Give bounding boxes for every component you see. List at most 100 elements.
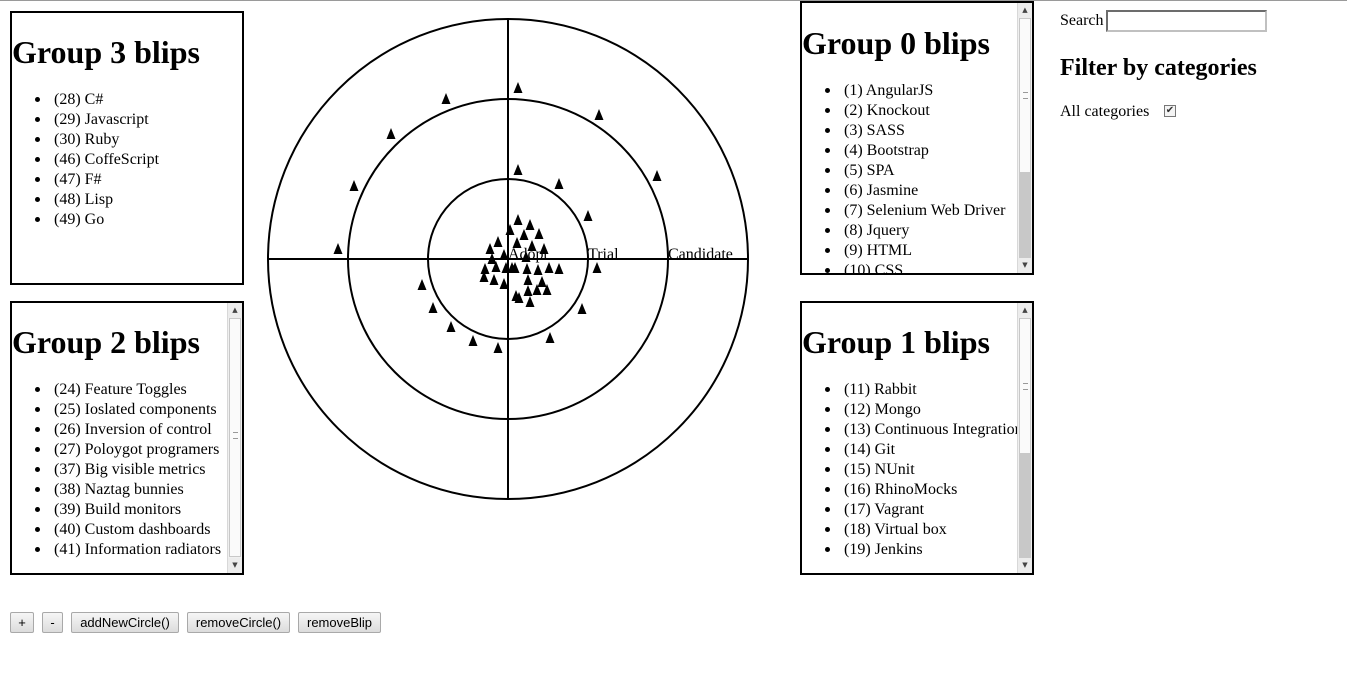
all-categories-checkbox[interactable]: ✔: [1164, 105, 1176, 117]
blip-triangle[interactable]: [542, 284, 552, 295]
blip-triangle[interactable]: [523, 285, 533, 296]
add-new-circle-button[interactable]: addNewCircle(): [71, 612, 179, 633]
group-0-blip: (5) SPA: [825, 161, 1032, 181]
blip-triangle[interactable]: [446, 321, 456, 332]
blip-triangle[interactable]: [441, 93, 451, 104]
blip-triangle[interactable]: [513, 214, 523, 225]
scroll-track[interactable]: [1019, 454, 1031, 558]
scroll-up-arrow-icon[interactable]: ▲: [228, 303, 242, 318]
blip-triangle[interactable]: [489, 274, 499, 285]
blip-triangle[interactable]: [349, 180, 359, 191]
blip-triangle[interactable]: [537, 276, 547, 287]
blip-triangle[interactable]: [539, 243, 549, 254]
blip-triangle[interactable]: [532, 284, 542, 295]
blip-triangle[interactable]: [533, 264, 543, 275]
blip-triangle[interactable]: [525, 219, 535, 230]
blip-triangle[interactable]: [487, 253, 497, 264]
blip-triangle[interactable]: [525, 296, 535, 307]
blip-triangle[interactable]: [386, 128, 396, 139]
group-1-blip: (13) Continuous Integration: [825, 420, 1032, 440]
scroll-up-arrow-icon[interactable]: ▲: [1018, 3, 1032, 18]
group-2-blip: (40) Custom dashboards: [35, 520, 242, 540]
group-3-blip: (46) CoffeScript: [35, 150, 242, 170]
group-2-blip: (37) Big visible metrics: [35, 460, 242, 480]
group-0-panel: Group 0 blips (1) AngularJS (2) Knockout(…: [800, 1, 1034, 275]
group-2-blip: (26) Inversion of control: [35, 420, 242, 440]
blip-triangle[interactable]: [592, 262, 602, 273]
blip-triangle[interactable]: [527, 240, 537, 251]
blip-triangle[interactable]: [480, 263, 490, 274]
blip-triangle[interactable]: [545, 332, 555, 343]
blip-triangle[interactable]: [499, 278, 509, 289]
search-input[interactable]: [1106, 10, 1267, 32]
blip-triangle[interactable]: [521, 251, 531, 262]
blip-triangle[interactable]: [594, 109, 604, 120]
search-label: Search: [1060, 12, 1104, 29]
blip-triangle[interactable]: [505, 224, 515, 235]
scroll-thumb[interactable]: [1019, 318, 1031, 454]
zoom-in-button[interactable]: +: [10, 612, 34, 633]
group-1-title: Group 1 blips: [802, 324, 990, 360]
scroll-down-arrow-icon[interactable]: ▼: [1018, 558, 1032, 573]
zoom-out-button[interactable]: -: [42, 612, 63, 633]
group-1-scrollbar[interactable]: ▲ ▼: [1017, 303, 1032, 573]
scroll-thumb[interactable]: [229, 318, 241, 557]
blip-triangle[interactable]: [499, 249, 509, 260]
blip-triangle[interactable]: [428, 302, 438, 313]
group-0-blip: (10) CSS: [825, 261, 1032, 273]
blip-triangle[interactable]: [544, 262, 554, 273]
group-0-blip: (4) Bootstrap: [825, 141, 1032, 161]
blip-triangle[interactable]: [507, 262, 517, 273]
blip-triangle[interactable]: [485, 243, 495, 254]
group-0-blip: (2) Knockout: [825, 101, 1032, 121]
blip-triangle[interactable]: [513, 164, 523, 175]
scroll-track[interactable]: [1019, 173, 1031, 258]
group-2-blip: (24) Feature Toggles: [35, 380, 242, 400]
blip-triangle[interactable]: [468, 335, 478, 346]
group-1-blip: (11) Rabbit: [825, 380, 1032, 400]
scroll-up-arrow-icon[interactable]: ▲: [1018, 303, 1032, 318]
remove-circle-button[interactable]: removeCircle(): [187, 612, 290, 633]
blip-triangle[interactable]: [514, 292, 524, 303]
group-2-scrollbar[interactable]: ▲ ▼: [227, 303, 242, 573]
ring-label-candidate: Candidate: [668, 246, 733, 263]
blip-triangle[interactable]: [333, 243, 343, 254]
blip-triangle[interactable]: [491, 261, 501, 272]
scroll-down-arrow-icon[interactable]: ▼: [1018, 258, 1032, 273]
group-1-blip: (17) Vagrant: [825, 500, 1032, 520]
blip-triangle[interactable]: [534, 228, 544, 239]
ring-label-adopt: Adopt: [508, 246, 549, 263]
group-0-scrollbar[interactable]: ▲ ▼: [1017, 3, 1032, 273]
blip-triangle[interactable]: [554, 263, 564, 274]
grip-icon: [1023, 92, 1028, 99]
blip-triangle[interactable]: [522, 263, 532, 274]
group-0-title: Group 0 blips: [802, 25, 990, 61]
blip-triangle[interactable]: [513, 82, 523, 93]
group-0-list: (1) AngularJS (2) Knockout (3) SASS (4) Boo…: [802, 81, 1032, 273]
group-3-panel: Group 3 blips (28) C# (29) Javascript (30)…: [10, 11, 244, 285]
group-1-panel: Group 1 blips (11) Rabbit (12) Mongo (13) …: [800, 301, 1034, 575]
blip-triangle[interactable]: [417, 279, 427, 290]
blip-triangle[interactable]: [493, 342, 503, 353]
blip-triangle[interactable]: [577, 303, 587, 314]
blip-triangle[interactable]: [554, 178, 564, 189]
blip-triangle[interactable]: [652, 170, 662, 181]
all-categories-label: All categories: [1060, 103, 1150, 120]
blip-triangle[interactable]: [512, 237, 522, 248]
group-3-blip: (49) Go: [35, 210, 242, 230]
blip-triangle[interactable]: [479, 271, 489, 282]
group-3-blip: (29) Javascript: [35, 110, 242, 130]
blip-triangle[interactable]: [523, 274, 533, 285]
group-3-blip: (47) F#: [35, 170, 242, 190]
remove-blip-button[interactable]: removeBlip: [298, 612, 381, 633]
blip-triangle[interactable]: [493, 236, 503, 247]
scroll-thumb[interactable]: [1019, 18, 1031, 173]
group-1-blip: (12) Mongo: [825, 400, 1032, 420]
group-2-blip: (38) Naztag bunnies: [35, 480, 242, 500]
group-0-blip: (7) Selenium Web Driver: [825, 201, 1032, 221]
blip-triangle[interactable]: [519, 229, 529, 240]
blip-triangle[interactable]: [501, 262, 511, 273]
scroll-down-arrow-icon[interactable]: ▼: [228, 558, 242, 573]
group-3-blip: (28) C#: [35, 90, 242, 110]
blip-triangle[interactable]: [583, 210, 593, 221]
